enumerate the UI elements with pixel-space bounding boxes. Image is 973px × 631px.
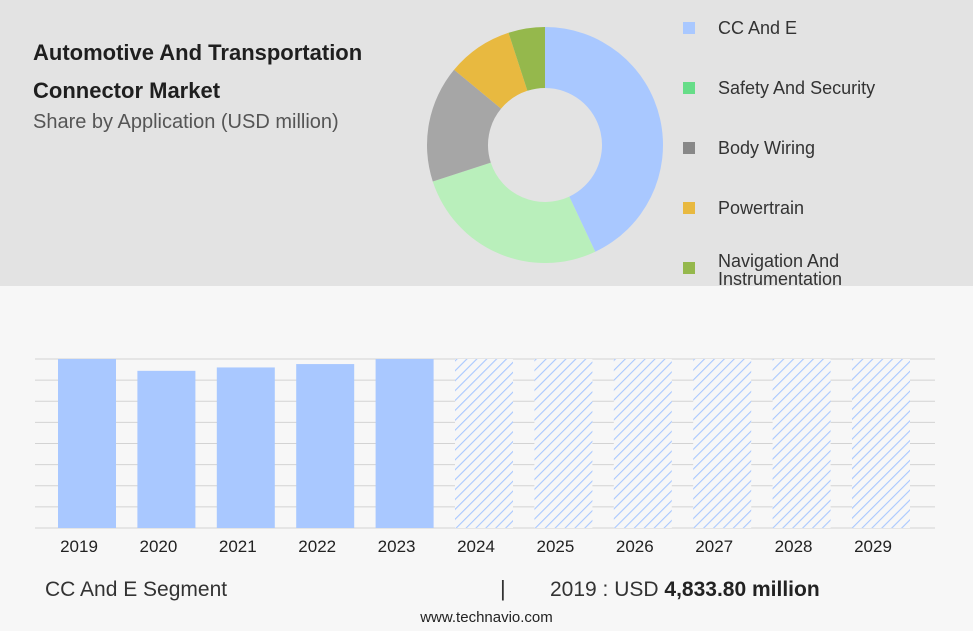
- donut-chart: [427, 27, 663, 263]
- legend-swatch: [683, 262, 695, 274]
- x-tick-label: 2027: [695, 537, 733, 556]
- bar: [296, 364, 355, 528]
- x-tick-label: 2024: [457, 537, 495, 556]
- legend-swatch: [683, 202, 695, 214]
- forecast-bar: [455, 359, 513, 528]
- bar: [58, 359, 116, 528]
- bar: [216, 367, 275, 528]
- x-tick-label: 2028: [775, 537, 813, 556]
- legend-label: Navigation And Instrumentation: [718, 251, 843, 289]
- x-tick-label: 2021: [219, 537, 257, 556]
- x-tick-label: 2019: [60, 537, 98, 556]
- chart-subtitle: Share by Application (USD million): [33, 111, 339, 133]
- bar-chart: 2019 2020 2021 2022 2023 2024 2025 2026 2027 2028…: [35, 358, 935, 556]
- forecast-bar: [613, 359, 672, 528]
- forecast-bar: [534, 359, 593, 528]
- chart-title: Automotive And Transportation Connector …: [33, 40, 363, 103]
- donut-slice-2: [427, 69, 502, 182]
- x-tick-label: 2025: [536, 537, 574, 556]
- footer-segment: CC And E Segment: [45, 578, 228, 601]
- x-tick-label: 2026: [616, 537, 654, 556]
- x-tick-label: 2029: [854, 537, 892, 556]
- forecast-bar: [852, 359, 910, 528]
- x-tick-label: 2022: [298, 537, 336, 556]
- legend-label: Body Wiring: [718, 138, 816, 158]
- legend-label: Powertrain: [718, 198, 805, 218]
- footer-divider: |: [500, 576, 506, 601]
- footer-value-prefix: 2019 : USD: [550, 578, 659, 601]
- legend-swatch: [683, 142, 695, 154]
- bar: [375, 359, 434, 528]
- footer-value-amount: 4,833.80 million: [664, 578, 820, 601]
- legend-label: Safety And Security: [718, 78, 876, 98]
- legend-label: CC And E: [718, 18, 798, 38]
- forecast-bar: [772, 359, 831, 528]
- donut-slice-4: [508, 27, 545, 91]
- legend-swatch: [683, 22, 695, 34]
- source-link[interactable]: www.technavio.com: [420, 609, 553, 626]
- bar: [137, 370, 196, 528]
- donut-slice-0: [545, 27, 663, 252]
- forecast-bar: [693, 359, 752, 528]
- legend-swatch: [683, 82, 695, 94]
- footer-value: 2019 : USD 4,833.80 million: [550, 578, 820, 602]
- donut-slice-3: [454, 32, 528, 109]
- x-tick-label: 2023: [378, 537, 416, 556]
- donut-slice-1: [432, 162, 596, 263]
- x-tick-label: 2020: [139, 537, 177, 556]
